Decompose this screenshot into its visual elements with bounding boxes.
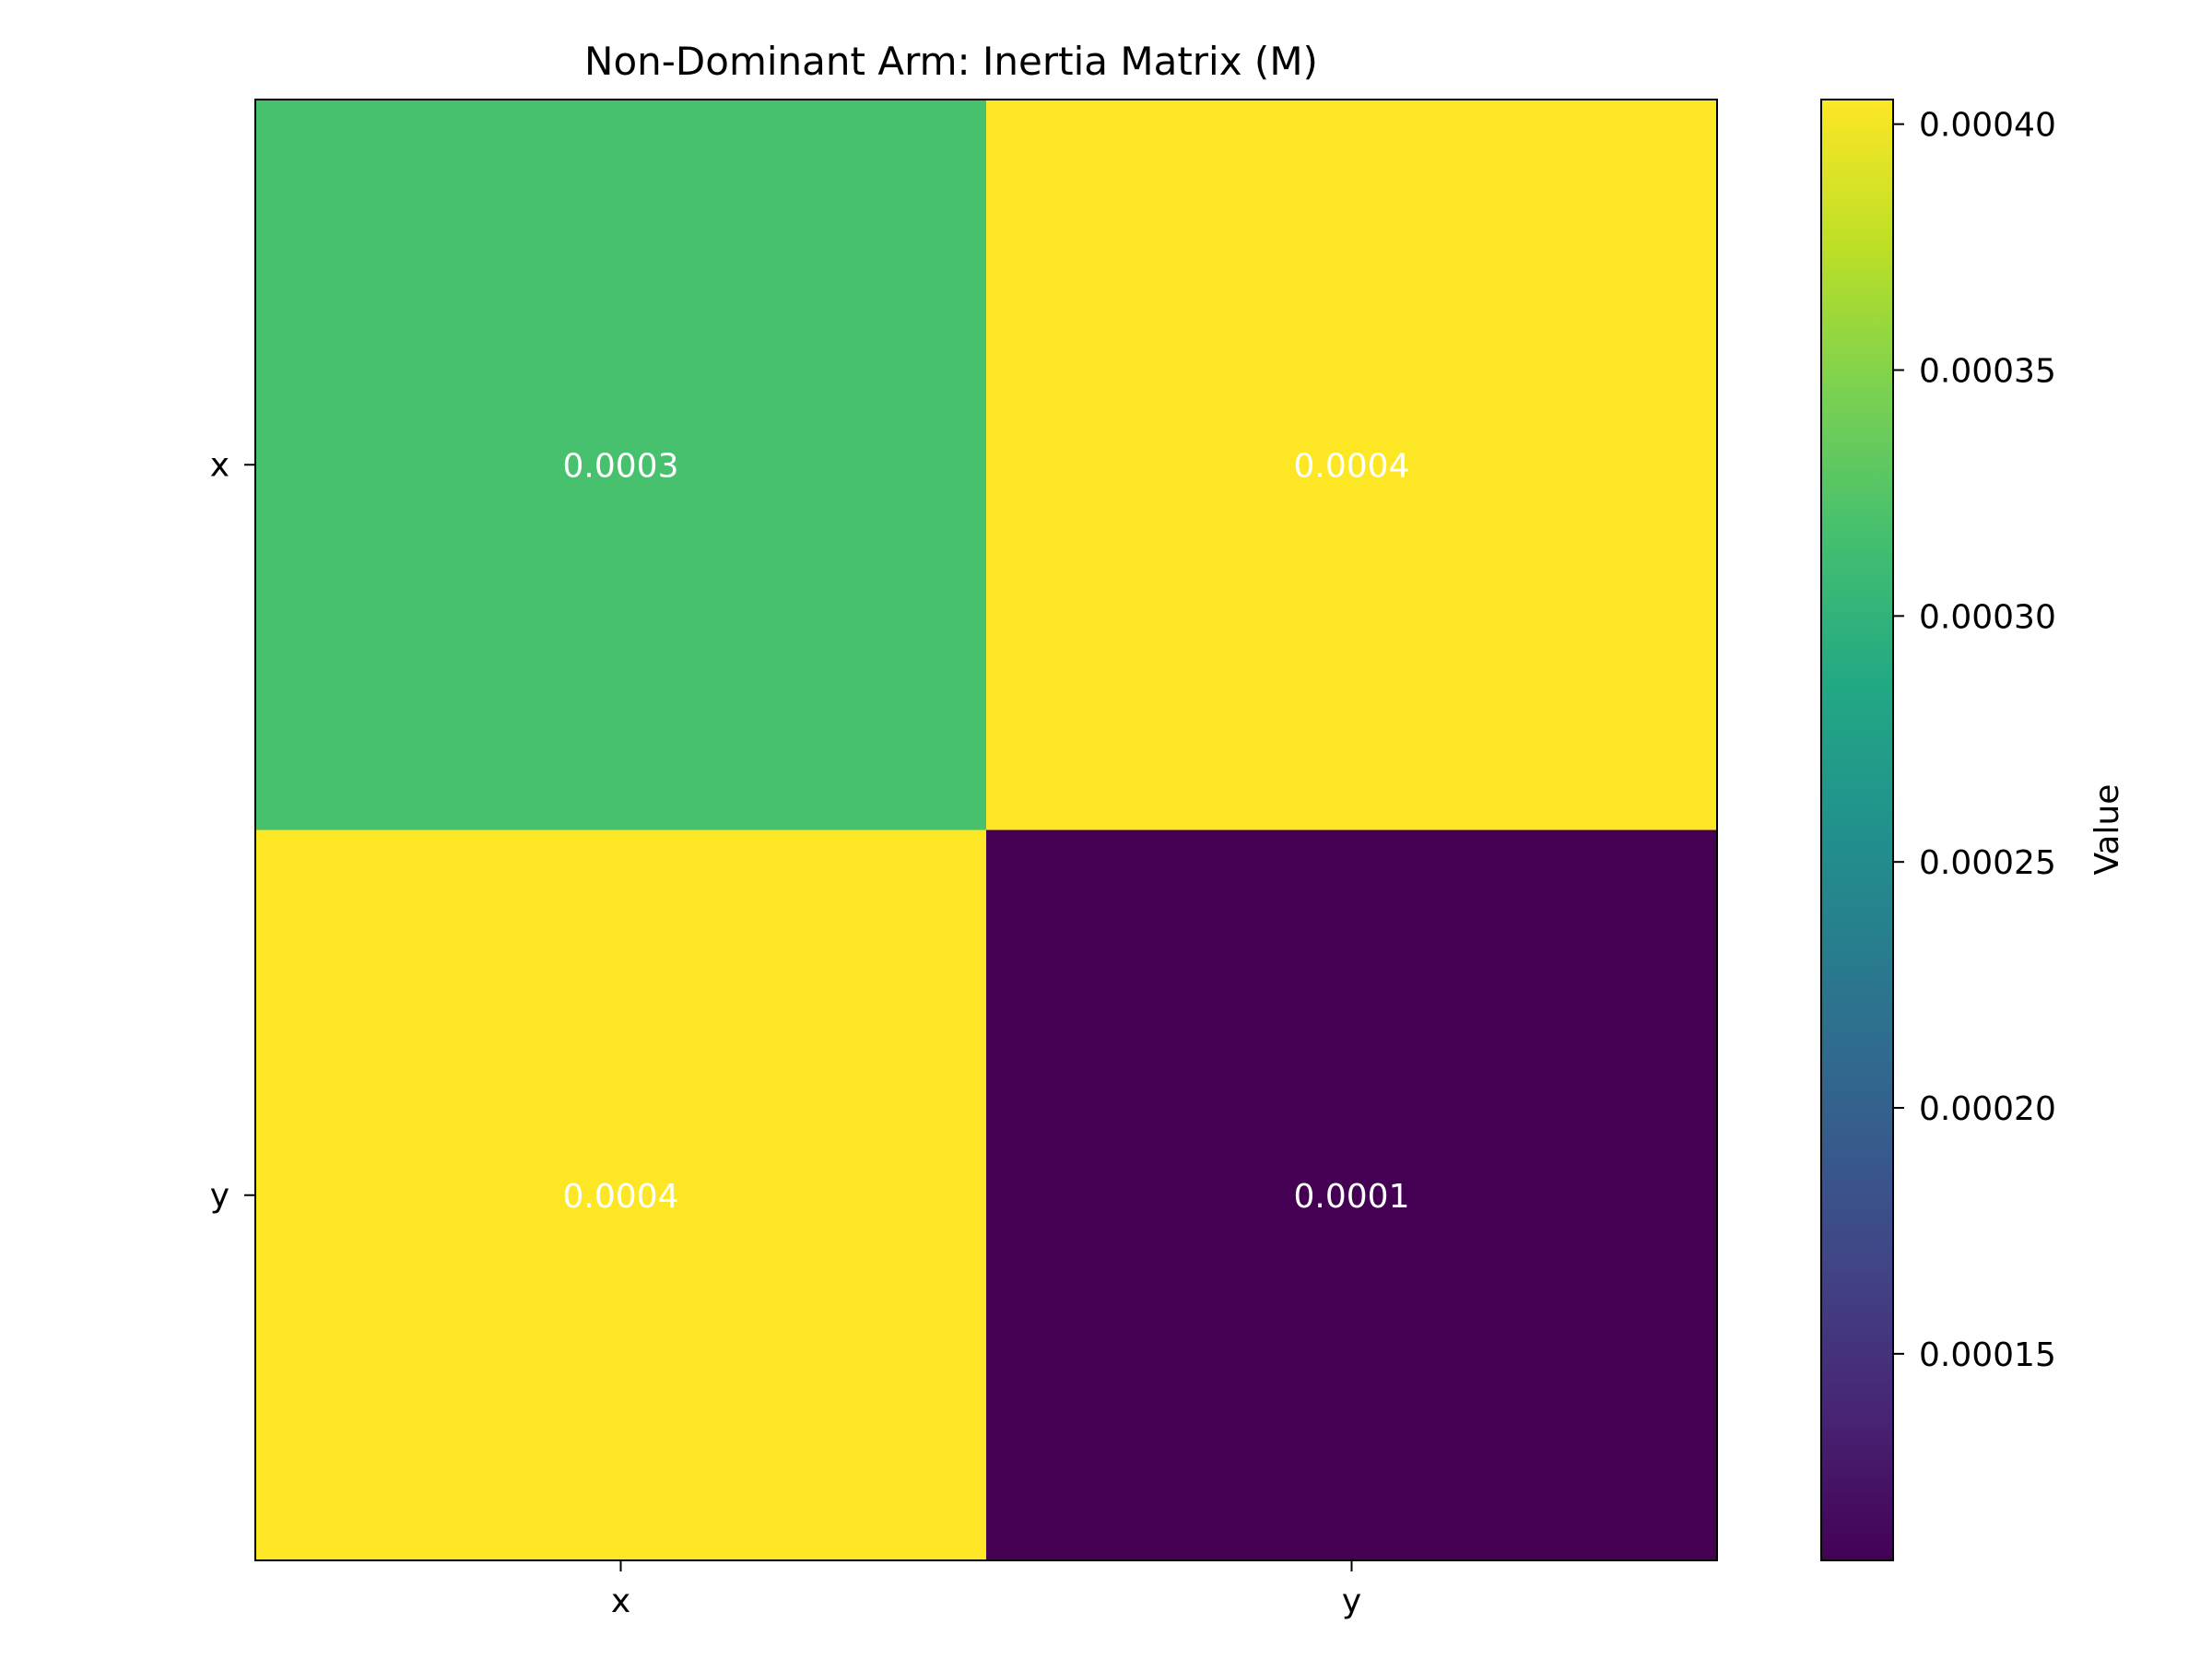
chart-title: Non-Dominant Arm: Inertia Matrix (M): [584, 39, 1318, 84]
colorbar: [1820, 99, 1894, 1561]
cell-value-label-1-1: 0.0001: [1294, 1178, 1410, 1216]
cell-value-label-1-0: 0.0004: [563, 1178, 679, 1216]
heatmap-cells: 0.0003 0.0004 0.0004 0.0001: [255, 100, 1718, 1561]
heatmap-cell-1-1: [986, 830, 1718, 1561]
heatmap-cell-1-0: [255, 830, 987, 1561]
colorbar-tick-label: 0.00040: [1919, 107, 2056, 145]
x-tick-label: x: [611, 1583, 630, 1620]
colorbar-tick-label: 0.00020: [1919, 1090, 2056, 1128]
colorbar-tick-label: 0.00025: [1919, 844, 2056, 882]
colorbar-tick-label: 0.00035: [1919, 353, 2056, 391]
cell-value-label-0-1: 0.0004: [1294, 447, 1410, 485]
colorbar-ticks: 0.00015 0.00020 0.00025 0.00030 0.00035 0.000…: [1893, 107, 2056, 1374]
y-axis: xy: [210, 446, 255, 1215]
plot-frame: [254, 99, 1718, 1561]
y-tick-label: y: [210, 1177, 229, 1215]
x-tick-label: y: [1342, 1583, 1361, 1620]
heatmap-cell-0-1: [986, 100, 1718, 830]
colorbar-tick-label: 0.00015: [1919, 1336, 2056, 1374]
colorbar-label: Value: [2088, 784, 2126, 876]
y-tick-label: x: [210, 446, 229, 484]
heatmap-cell-0-0: [255, 100, 987, 830]
cell-value-label-0-0: 0.0003: [563, 447, 679, 485]
colorbar-tick-label: 0.00030: [1919, 598, 2056, 636]
